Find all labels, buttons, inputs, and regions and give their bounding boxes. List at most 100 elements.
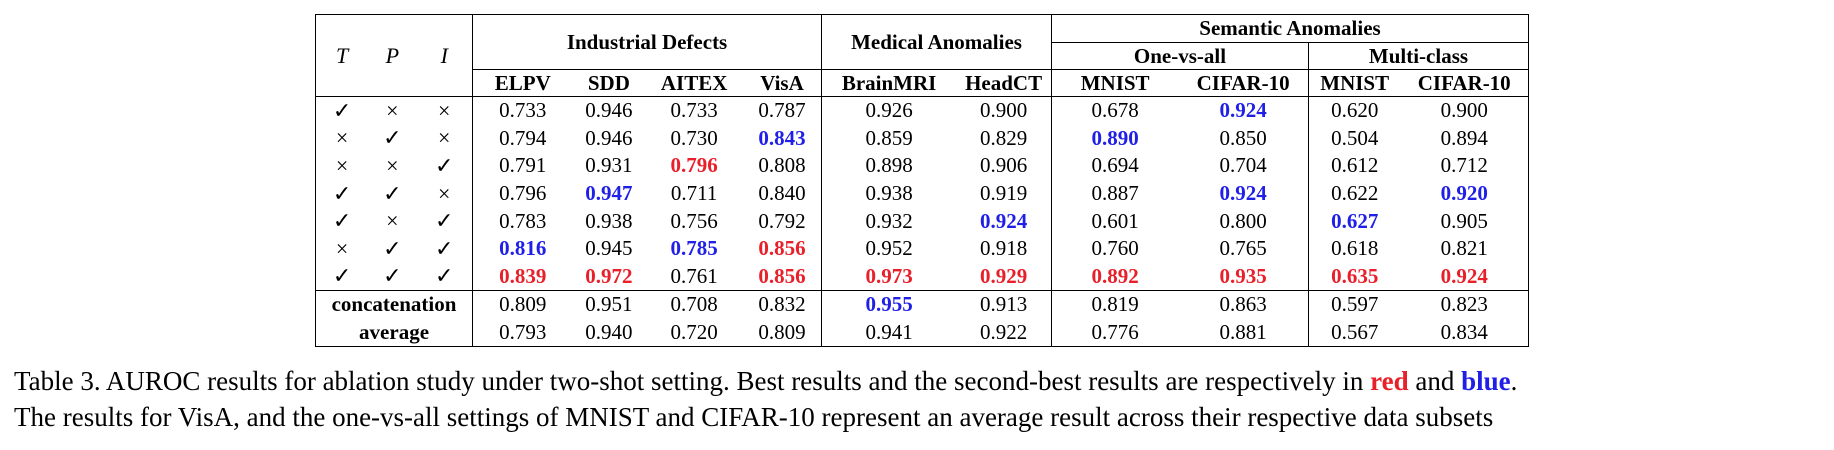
setting-mark: ✓: [435, 208, 454, 234]
table-cell: 0.929: [979, 263, 1028, 288]
setting-mark: ✓: [332, 180, 352, 206]
table-cell: 0.951: [572, 290, 646, 319]
column-header: CIFAR-10: [1400, 69, 1529, 97]
table-cell: 0.859: [821, 124, 957, 153]
table-cell: 0.612: [1307, 152, 1401, 180]
table-row: × ✓ × 0.794 0.946 0.730 0.843 0.859 0.829 0.890 0.…: [316, 124, 1529, 153]
column-header: VisA: [742, 69, 822, 97]
table-cell: 0.794: [472, 124, 573, 153]
table-cell: 0.946: [585, 125, 633, 150]
caption-line-1: Table 3. AUROC results for ablation stud…: [14, 363, 1826, 399]
setting-mark: ×: [335, 125, 349, 151]
column-header: HeadCT: [956, 69, 1052, 97]
table-cell: 0.791: [472, 152, 573, 180]
table-cell: 0.756: [670, 208, 718, 233]
column-header: BrainMRI: [821, 69, 957, 97]
table-cell: 0.823: [1400, 290, 1529, 319]
table-cell: 0.829: [979, 125, 1028, 150]
column-header: SDD: [572, 69, 646, 97]
table-cell: 0.704: [1219, 153, 1267, 178]
table-cell: 0.761: [670, 263, 718, 288]
setting-mark: ×: [386, 208, 399, 234]
summary-label: average: [359, 320, 430, 345]
table-cell: 0.890: [1051, 124, 1179, 153]
table-cell: 0.843: [758, 125, 806, 150]
table-cell: 0.900: [956, 95, 1052, 125]
table-cell: 0.856: [758, 236, 806, 261]
table-cell: 0.800: [1219, 208, 1267, 233]
table-cell: 0.955: [821, 290, 957, 319]
table-cell: 0.792: [758, 208, 806, 233]
table-cell: 0.708: [645, 290, 743, 319]
table-cell: 0.760: [1051, 234, 1179, 263]
caption-line-2: The results for VisA, and the one-vs-all…: [14, 402, 1494, 432]
setting-mark: ✓: [435, 263, 454, 289]
setting-mark: ✓: [332, 263, 352, 289]
setting-mark: ✓: [315, 95, 369, 125]
table-cell: 0.819: [1051, 290, 1179, 319]
table-cell: 0.898: [821, 152, 957, 180]
caption-text: Table 3. AUROC results for ablation stud…: [14, 366, 1371, 396]
table-cell: 0.694: [1051, 152, 1179, 180]
setting-mark: ✓: [383, 263, 402, 289]
table-cell: 0.776: [1051, 318, 1179, 347]
table-row: × × ✓ 0.791 0.931 0.796 0.808 0.898 0.906 0.694 0.…: [316, 152, 1529, 180]
table-cell: 0.920: [1440, 181, 1488, 206]
table-cell: 0.765: [1219, 236, 1267, 261]
subgroup-one-vs-all: One-vs-all: [1051, 42, 1309, 70]
table-cell: 0.913: [956, 290, 1052, 319]
table-cell: 0.940: [585, 320, 633, 345]
table-cell: 0.881: [1219, 320, 1267, 345]
caption-and: and: [1408, 366, 1462, 396]
setting-mark: ×: [335, 235, 349, 261]
table-cell: 0.840: [758, 181, 806, 206]
table-cell: 0.635: [1307, 262, 1401, 291]
table-cell: 0.922: [979, 320, 1028, 345]
table-cell: 0.733: [472, 95, 573, 125]
table-cell: 0.618: [1307, 234, 1401, 263]
setting-mark: ×: [386, 152, 399, 178]
table-cell: 0.796: [472, 179, 573, 208]
table-cell: 0.973: [821, 262, 957, 291]
summary-row: average 0.793 0.940 0.720 0.809 0.941 0.922 0.7…: [316, 318, 1529, 347]
table-cell: 0.808: [758, 153, 806, 178]
table-cell: 0.730: [670, 125, 718, 150]
setting-mark: ×: [335, 152, 349, 178]
table-cell: 0.946: [572, 95, 646, 125]
setting-mark: ×: [368, 95, 417, 125]
table-cell: 0.924: [1178, 95, 1309, 125]
table-cell: 0.720: [670, 320, 718, 345]
table-cell: 0.567: [1307, 318, 1401, 347]
table-cell: 0.924: [1440, 263, 1488, 288]
setting-mark: ×: [416, 95, 473, 125]
table-cell: 0.926: [821, 95, 957, 125]
table-cell: 0.924: [979, 208, 1028, 233]
caption-red-word: red: [1370, 366, 1409, 396]
setting-mark: ✓: [383, 180, 402, 206]
table-cell: 0.733: [645, 95, 743, 125]
setting-mark: ×: [438, 125, 451, 151]
table-cell: 0.932: [821, 207, 957, 235]
setting-mark: ✓: [435, 235, 454, 261]
table-cell: 0.816: [472, 234, 573, 263]
table-cell: 0.935: [1219, 263, 1267, 288]
table-cell: 0.850: [1219, 125, 1267, 150]
column-header: AITEX: [645, 69, 743, 97]
setting-mark: ✓: [435, 152, 454, 178]
table-cell: 0.793: [472, 318, 573, 347]
table-cell: 0.919: [979, 181, 1028, 206]
table-caption: Table 3. AUROC results for ablation stud…: [14, 363, 1826, 435]
table-cell: 0.918: [979, 236, 1028, 261]
table-cell: 0.938: [585, 208, 633, 233]
table-body: ✓ × × 0.733 0.946 0.733 0.787 0.926 0.900 0.678 0.…: [315, 95, 1529, 347]
table-cell: 0.894: [1440, 125, 1488, 150]
setting-mark: ✓: [383, 235, 402, 261]
table-cell: 0.809: [758, 320, 806, 345]
table-cell: 0.783: [472, 207, 573, 235]
subgroup-multi-class: Multi-class: [1307, 42, 1529, 70]
table-cell: 0.947: [585, 181, 633, 206]
table-row: ✓ ✓ × 0.796 0.947 0.711 0.840 0.938 0.919 0.887 0.…: [316, 179, 1529, 208]
caption-period: .: [1510, 366, 1518, 396]
column-header: CIFAR-10: [1178, 69, 1309, 97]
header-t: T: [335, 42, 349, 68]
